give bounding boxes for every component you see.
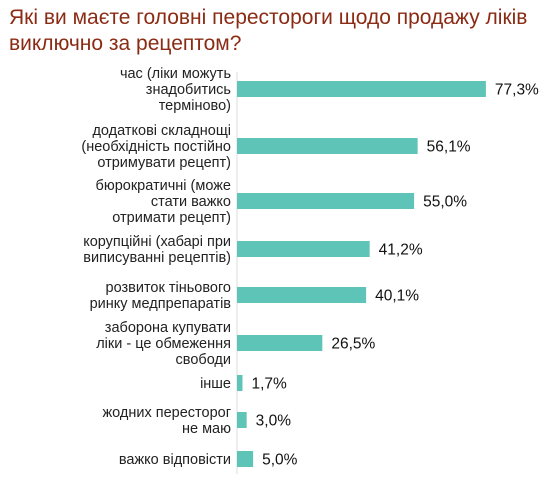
bar: [237, 287, 367, 303]
bar: [237, 451, 254, 467]
category-label: важко відповісти: [119, 452, 231, 468]
bar: [237, 241, 370, 257]
category-label: корупційні (хабарі при виписуванні рецепт…: [83, 234, 231, 266]
data-label: 56,1%: [427, 139, 471, 156]
category-label: інше: [200, 376, 231, 392]
data-label: 26,5%: [331, 336, 375, 353]
bar: [237, 335, 323, 351]
category-label: заборона купувати ліки - це обмеження своб…: [96, 320, 231, 368]
bar: [237, 81, 486, 97]
category-label: додаткові складнощі (необхідність постійн…: [81, 123, 231, 171]
data-label: 5,0%: [262, 452, 298, 469]
data-label: 3,0%: [256, 413, 292, 430]
category-label: розвиток тіньового ринку медпрепаратів: [90, 280, 232, 312]
bar: [237, 193, 415, 209]
category-label: бюрократичні (може стати важко отримати ре…: [96, 178, 231, 226]
category-label: час (ліки можуть знадобитись терміново): [120, 66, 231, 114]
data-label: 40,1%: [375, 288, 419, 305]
data-label: 1,7%: [251, 376, 287, 393]
bar: [237, 138, 418, 154]
data-label: 41,2%: [379, 242, 423, 259]
category-label: жодних пересторог не маю: [102, 405, 231, 437]
chart-title: Які ви маєте головні перестороги щодо пр…: [9, 6, 528, 55]
bar: [237, 412, 247, 428]
data-label: 55,0%: [423, 194, 467, 211]
data-label: 77,3%: [495, 82, 539, 99]
bar: [237, 375, 243, 391]
